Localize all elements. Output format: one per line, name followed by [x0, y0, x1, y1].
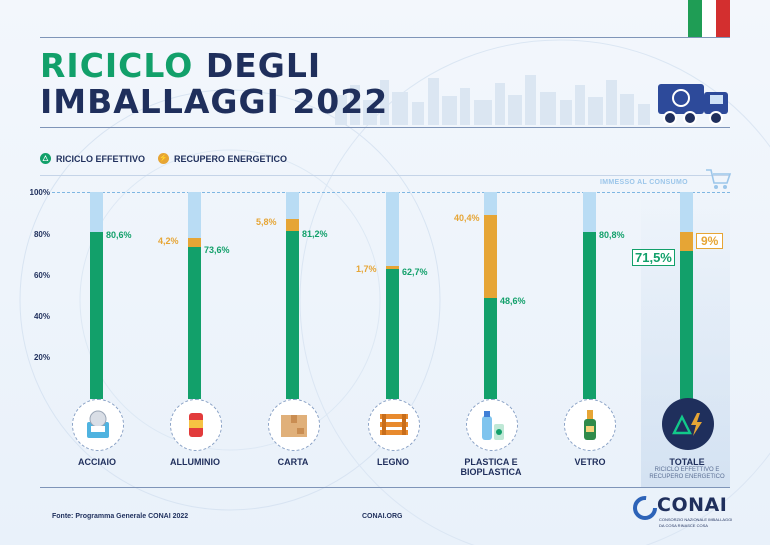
legend-energy-label: RECUPERO ENERGETICO: [174, 153, 288, 164]
y-tick-100: 100%: [29, 188, 50, 197]
bar-energy-segment: [680, 232, 693, 251]
category-label-legno: LEGNO: [376, 457, 409, 467]
y-tick-60: 60%: [33, 271, 50, 280]
bar-recycling-segment: [583, 231, 596, 399]
bar-legno: [386, 192, 399, 399]
bar-acciaio: [90, 192, 103, 399]
data-label-energy: 5,8%: [256, 216, 277, 227]
bar-energy-segment: [386, 265, 399, 270]
bar-recycling-segment: [286, 230, 299, 399]
recycle-energy-icon: [662, 398, 714, 450]
aluminium-can-icon: [170, 399, 222, 451]
category-label-vetro: VETRO: [574, 457, 606, 467]
title-line-2: IMBALLAGGI 2022: [40, 82, 389, 121]
bar-energy-segment: [484, 214, 497, 299]
logo-subtitle-1: CONSORZIO NAZIONALE IMBALLAGGI: [659, 517, 733, 522]
title-divider: [40, 127, 730, 128]
bar-energy-segment: [286, 218, 299, 231]
bar-carta: [286, 192, 299, 399]
bar-recycling-segment: [680, 250, 693, 399]
data-label-recycling: 80,6%: [106, 230, 132, 241]
italian-flag-icon: [688, 0, 730, 38]
bottom-divider: [40, 487, 730, 488]
recycle-icon: △: [40, 153, 51, 164]
bar-vetro: [583, 192, 596, 399]
category-label-alluminio: ALLUMINIO: [170, 457, 220, 467]
bar-totale: [680, 192, 693, 399]
category-label-totale: TOTALE: [669, 457, 705, 467]
data-label-recycling: 62,7%: [402, 267, 428, 278]
bar-recycling-segment: [90, 232, 103, 399]
bar-energy-segment: [188, 237, 201, 247]
logo-name: CONAI: [657, 494, 728, 516]
lightning-icon: ⚡: [158, 153, 169, 164]
category-label-carta: CARTA: [277, 457, 309, 467]
data-label-recycling: 71,5%: [632, 248, 675, 266]
legend-divider: [40, 175, 730, 176]
logo-subtitle-2: DA COSA RINASCE COSA: [659, 523, 708, 528]
legend-energy: ⚡ RECUPERO ENERGETICO: [158, 153, 287, 164]
bar-plastica: [484, 192, 497, 399]
immesso-label: IMMESSO AL CONSUMO: [600, 179, 688, 186]
category-label-acciaio: ACCIAIO: [78, 457, 116, 467]
conai-logo: CONAI CONSORZIO NAZIONALE IMBALLAGGI DA …: [633, 494, 733, 534]
plastic-bottle-icon: [466, 399, 518, 451]
data-label-energy: 40,4%: [454, 212, 480, 223]
page-title: RICICLO DEGLI IMBALLAGGI 2022: [40, 48, 388, 120]
data-label-recycling: 80,8%: [599, 229, 625, 240]
legend-recycling: △ RICICLO EFFETTIVO: [40, 153, 145, 164]
bar-alluminio: [188, 192, 201, 399]
source-note: Fonte: Programma Generale CONAI 2022: [52, 513, 189, 520]
glass-bottle-icon: [564, 399, 616, 451]
data-label-recycling: 48,6%: [500, 296, 526, 307]
data-label-energy: 1,7%: [356, 263, 377, 274]
data-label-recycling: 73,6%: [204, 244, 230, 255]
cart-icon: [706, 169, 732, 189]
y-tick-20: 20%: [33, 353, 50, 362]
y-tick-80: 80%: [33, 230, 50, 239]
wooden-pallet-icon: [368, 399, 420, 451]
bar-recycling-segment: [386, 269, 399, 399]
data-label-recycling: 81,2%: [302, 228, 328, 239]
data-label-energy: 9%: [696, 233, 724, 250]
total-sublabel: RICICLO EFFETTIVO E RECUPERO ENERGETICO: [649, 467, 725, 480]
bar-recycling-segment: [188, 246, 201, 399]
bar-recycling-segment: [484, 298, 497, 399]
top-divider: [40, 37, 730, 38]
website-link[interactable]: CONAI.ORG: [362, 513, 403, 520]
garbage-truck-icon: [658, 84, 728, 125]
title-word: DEGLI: [205, 46, 322, 85]
data-label-energy: 4,2%: [158, 235, 179, 246]
category-label-plastica: PLASTICA E BIOPLASTICA: [460, 457, 522, 477]
legend-recycling-label: RICICLO EFFETTIVO: [56, 153, 145, 164]
y-tick-40: 40%: [33, 312, 50, 321]
title-green-word: RICICLO: [40, 46, 194, 85]
can-icon: [72, 399, 124, 451]
cardboard-box-icon: [268, 399, 320, 451]
